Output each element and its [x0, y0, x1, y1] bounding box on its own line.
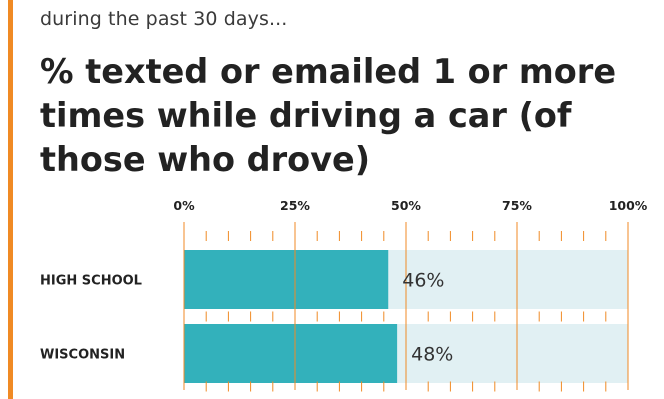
category-label: WISCONSIN [40, 348, 125, 363]
bar [184, 250, 389, 309]
chart-title: % texted or emailed 1 or more times whil… [40, 52, 617, 179]
tick-label: 75% [502, 198, 532, 213]
tick-label: 25% [280, 198, 310, 213]
tick-label: 100% [609, 198, 648, 213]
tick-label: 0% [173, 198, 195, 213]
tick-label: 50% [391, 198, 421, 213]
value-label: 48% [411, 344, 453, 366]
accent-bar [8, 0, 13, 399]
value-label: 46% [402, 270, 444, 292]
chart-subtitle: during the past 30 days... [40, 8, 288, 30]
category-label: HIGH SCHOOL [40, 274, 142, 289]
bar [184, 324, 398, 383]
